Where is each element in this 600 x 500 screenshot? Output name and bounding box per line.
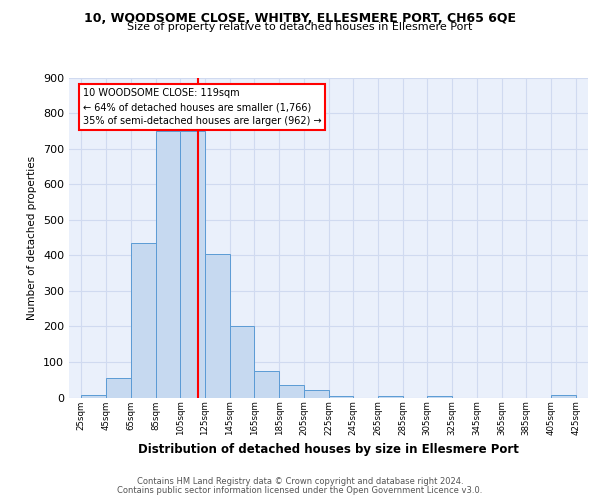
Text: 10, WOODSOME CLOSE, WHITBY, ELLESMERE PORT, CH65 6QE: 10, WOODSOME CLOSE, WHITBY, ELLESMERE PO…	[84, 12, 516, 26]
Bar	[106, 378, 131, 398]
Bar	[304, 390, 329, 398]
X-axis label: Distribution of detached houses by size in Ellesmere Port: Distribution of detached houses by size …	[138, 444, 519, 456]
Bar	[180, 131, 205, 398]
Bar	[279, 385, 304, 398]
Bar	[82, 394, 106, 398]
Text: Size of property relative to detached houses in Ellesmere Port: Size of property relative to detached ho…	[127, 22, 473, 32]
Text: Contains public sector information licensed under the Open Government Licence v3: Contains public sector information licen…	[118, 486, 482, 495]
Text: 10 WOODSOME CLOSE: 119sqm
← 64% of detached houses are smaller (1,766)
35% of se: 10 WOODSOME CLOSE: 119sqm ← 64% of detac…	[83, 88, 321, 126]
Bar	[230, 326, 254, 398]
Bar	[329, 396, 353, 398]
Bar	[551, 394, 575, 398]
Bar	[378, 396, 403, 398]
Bar	[205, 254, 230, 398]
Bar	[131, 243, 155, 398]
Text: Contains HM Land Registry data © Crown copyright and database right 2024.: Contains HM Land Registry data © Crown c…	[137, 478, 463, 486]
Y-axis label: Number of detached properties: Number of detached properties	[28, 156, 37, 320]
Bar	[427, 396, 452, 398]
Bar	[254, 371, 279, 398]
Bar	[155, 131, 180, 398]
